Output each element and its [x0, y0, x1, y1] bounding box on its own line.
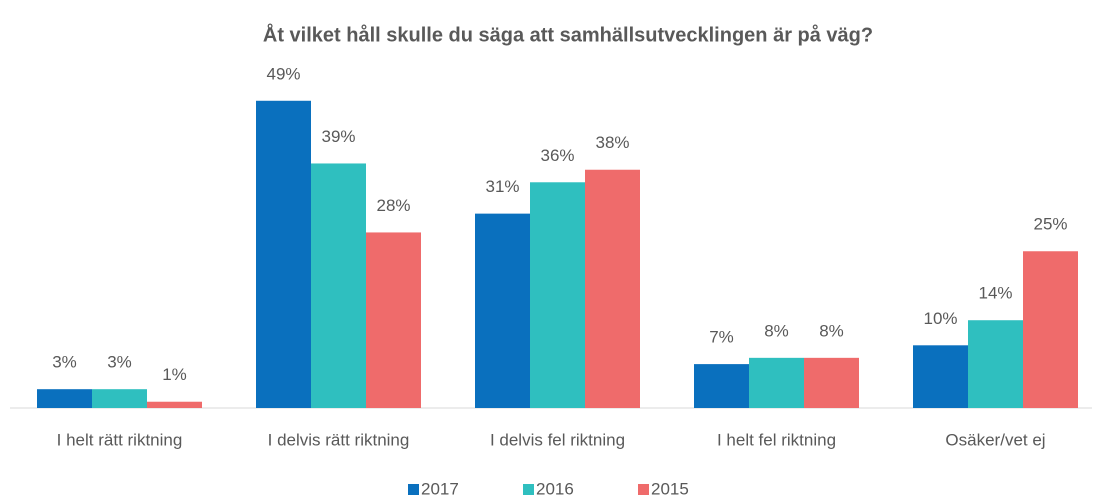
x-tick-label: I helt rätt riktning [57, 430, 183, 449]
bar [147, 401, 202, 408]
bar [37, 389, 92, 408]
data-label: 7% [709, 328, 734, 347]
x-tick-label: I delvis fel riktning [490, 430, 625, 449]
bar [256, 100, 311, 409]
data-label: 8% [819, 321, 844, 340]
data-label: 31% [485, 177, 519, 196]
data-label: 14% [978, 284, 1012, 303]
bar [311, 163, 366, 408]
data-label: 8% [764, 321, 789, 340]
bar [530, 182, 585, 408]
bar [749, 357, 804, 408]
bar [92, 389, 147, 408]
data-label: 36% [540, 146, 574, 165]
data-label: 1% [162, 365, 187, 384]
legend-swatch [638, 484, 649, 495]
x-tick-label: I delvis rätt riktning [268, 430, 410, 449]
data-label: 28% [376, 196, 410, 215]
legend-label: 2016 [536, 479, 574, 497]
bar [366, 232, 421, 408]
bar [585, 169, 640, 408]
data-label: 25% [1033, 215, 1067, 234]
bar [968, 320, 1023, 408]
x-tick-label: I helt fel riktning [717, 430, 836, 449]
legend-swatch [523, 484, 534, 495]
bar [804, 357, 859, 408]
legend-swatch [408, 484, 419, 495]
data-label: 49% [266, 64, 300, 83]
bar [913, 345, 968, 408]
bar [475, 213, 530, 408]
data-label: 3% [52, 353, 77, 372]
data-label: 3% [107, 353, 132, 372]
legend-label: 2017 [421, 479, 459, 497]
data-label: 38% [595, 133, 629, 152]
legend-label: 2015 [651, 479, 689, 497]
data-label: 39% [321, 127, 355, 146]
bar [694, 364, 749, 408]
chart-title: Åt vilket håll skulle du säga att samhäl… [263, 22, 873, 46]
x-tick-label: Osäker/vet ej [945, 430, 1045, 449]
bar [1023, 251, 1078, 408]
data-label: 10% [923, 309, 957, 328]
